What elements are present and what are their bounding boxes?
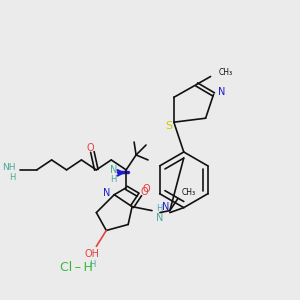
Text: H: H	[10, 173, 16, 182]
Text: O: O	[142, 184, 150, 194]
Text: OH: OH	[85, 249, 100, 259]
Text: O: O	[140, 187, 148, 197]
Text: N: N	[162, 202, 169, 212]
Text: N: N	[103, 188, 110, 198]
Text: N: N	[110, 165, 117, 175]
Text: O: O	[87, 143, 94, 153]
Text: N: N	[218, 87, 225, 98]
Text: Cl – H: Cl – H	[60, 261, 93, 274]
Text: S: S	[165, 121, 172, 131]
Text: NH: NH	[2, 164, 16, 172]
Text: CH₃: CH₃	[182, 188, 196, 197]
Text: CH₃: CH₃	[218, 68, 233, 77]
Text: H: H	[156, 204, 162, 213]
Text: H: H	[110, 175, 116, 184]
Text: H: H	[89, 260, 96, 269]
Text: N: N	[156, 213, 163, 223]
